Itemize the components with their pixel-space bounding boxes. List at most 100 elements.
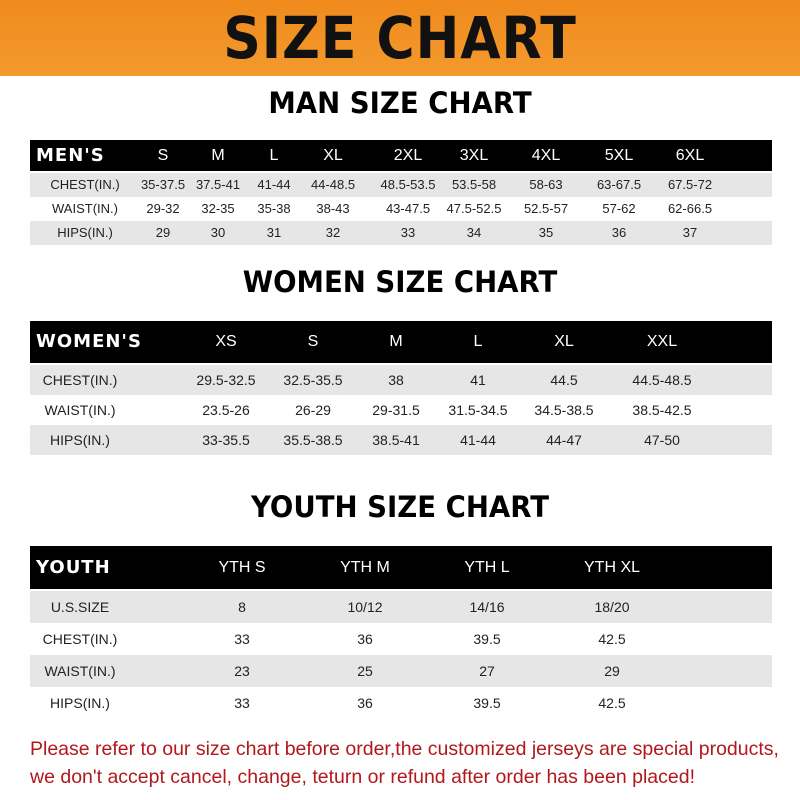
notice-line-2: we don't accept cancel, change, teturn o…: [30, 766, 695, 788]
table-cell: 33: [234, 695, 250, 711]
women-header-row: WOMEN'S XS S M L XL XXL: [30, 321, 772, 363]
table-cell: 35.5-38.5: [283, 432, 343, 448]
row-label: CHEST(IN.): [50, 177, 120, 192]
table-row: CHEST(IN.) 29.5-32.5 32.5-35.5 38 41 44.5 44.5…: [30, 365, 772, 395]
size-header: YTH M: [340, 559, 390, 576]
table-cell: 32.5-35.5: [283, 372, 343, 388]
table-cell: 34.5-38.5: [534, 402, 594, 418]
table-cell: 47.5-52.5: [446, 201, 502, 216]
table-row: WAIST(IN.) 23 25 27 29: [30, 655, 772, 687]
women-title: WOMEN SIZE CHART: [242, 265, 558, 299]
table-cell: 67.5-72: [667, 177, 713, 192]
size-header: M: [211, 147, 225, 164]
table-cell: 39.5: [473, 695, 501, 711]
size-header: L: [269, 147, 279, 164]
youth-size-table: YOUTH YTH S YTH M YTH L YTH XL U.S.SIZE 8 10/12…: [30, 546, 772, 719]
table-cell: 35: [538, 225, 554, 240]
table-row: HIPS(IN.) 33 36 39.5 42.5: [30, 687, 772, 719]
table-cell: 18/20: [594, 599, 630, 615]
women-header-label: WOMEN'S: [36, 331, 142, 352]
table-cell: 29-31.5: [372, 402, 420, 418]
size-header: YTH S: [218, 559, 266, 576]
row-label: WAIST(IN.): [52, 201, 118, 216]
table-cell: 33: [400, 225, 416, 240]
table-cell: 62-66.5: [667, 201, 713, 216]
table-cell: 36: [357, 631, 373, 647]
table-cell: 31.5-34.5: [448, 402, 508, 418]
table-cell: 10/12: [347, 599, 383, 615]
size-header: M: [389, 333, 403, 350]
table-cell: 38.5-42.5: [632, 402, 692, 418]
table-row: U.S.SIZE 8 10/12 14/16 18/20: [30, 591, 772, 623]
table-cell: 31: [266, 225, 282, 240]
table-cell: 44.5: [550, 372, 578, 388]
table-cell: 29: [604, 663, 620, 679]
row-label: HIPS(IN.): [50, 695, 110, 711]
table-cell: 35-38: [257, 201, 291, 216]
size-header: YTH XL: [583, 559, 641, 576]
table-cell: 41: [470, 372, 486, 388]
table-cell: 38-43: [316, 201, 350, 216]
size-header: XL: [554, 333, 574, 350]
table-cell: 29-32: [146, 201, 180, 216]
table-cell: 41-44: [257, 177, 291, 192]
size-header: YTH L: [464, 559, 510, 576]
table-cell: 42.5: [598, 695, 626, 711]
youth-title: YOUTH SIZE CHART: [250, 490, 550, 524]
table-cell: 44-47: [546, 432, 582, 448]
table-cell: 47-50: [644, 432, 680, 448]
size-header: 3XL: [459, 147, 489, 164]
table-cell: 43-47.5: [385, 201, 431, 216]
table-cell: 42.5: [598, 631, 626, 647]
order-notice: Please refer to our size chart before or…: [30, 735, 800, 791]
table-row: WAIST(IN.) 23.5-26 26-29 29-31.5 31.5-34.5 34…: [30, 395, 772, 425]
row-label: WAIST(IN.): [44, 402, 116, 418]
table-cell: 39.5: [473, 631, 501, 647]
table-cell: 35-37.5: [140, 177, 186, 192]
women-size-table: WOMEN'S XS S M L XL XXL CHEST(IN.) 29.5-32.5 32.5…: [30, 321, 772, 455]
size-header: L: [473, 333, 483, 350]
table-cell: 37: [682, 225, 698, 240]
table-cell: 44-48.5: [310, 177, 356, 192]
table-cell: 32: [325, 225, 341, 240]
table-cell: 27: [479, 663, 495, 679]
row-label: CHEST(IN.): [42, 631, 118, 647]
table-cell: 25: [357, 663, 373, 679]
row-label: HIPS(IN.): [57, 225, 113, 240]
size-header: S: [307, 333, 319, 350]
table-cell: 36: [357, 695, 373, 711]
table-cell: 29: [155, 225, 171, 240]
row-label: HIPS(IN.): [50, 432, 110, 448]
size-header: 5XL: [604, 147, 634, 164]
size-header: XS: [215, 333, 237, 350]
table-cell: 52.5-57: [523, 201, 569, 216]
youth-header-label: YOUTH: [36, 557, 111, 578]
table-cell: 32-35: [201, 201, 235, 216]
size-header: 4XL: [531, 147, 561, 164]
table-cell: 30: [210, 225, 226, 240]
men-size-table: MEN'S S M L XL 2XL 3XL 4XL 5XL 6XL CHEST(IN.) 35-37…: [30, 140, 772, 245]
table-cell: 33-35.5: [202, 432, 250, 448]
table-cell: 23.5-26: [202, 402, 250, 418]
table-cell: 63-67.5: [596, 177, 642, 192]
size-header: XXL: [646, 333, 678, 350]
table-cell: 57-62: [602, 201, 636, 216]
header-banner: SIZE CHART: [0, 0, 800, 76]
table-cell: 38: [388, 372, 404, 388]
size-header: 6XL: [675, 147, 705, 164]
table-cell: 8: [238, 599, 246, 615]
table-cell: 37.5-41: [195, 177, 241, 192]
youth-header-row: YOUTH YTH S YTH M YTH L YTH XL: [30, 546, 772, 589]
notice-line-1: Please refer to our size chart before or…: [30, 738, 779, 760]
men-title: MAN SIZE CHART: [268, 86, 532, 120]
table-cell: 44.5-48.5: [632, 372, 692, 388]
table-cell: 23: [234, 663, 250, 679]
page-title: SIZE CHART: [223, 4, 577, 72]
table-cell: 38.5-41: [372, 432, 420, 448]
table-row: CHEST(IN.) 33 36 39.5 42.5: [30, 623, 772, 655]
table-cell: 41-44: [460, 432, 496, 448]
men-header-label: MEN'S: [36, 145, 105, 166]
table-row: HIPS(IN.) 29 30 31 32 33 34 35 36 37: [30, 221, 772, 245]
size-header: S: [157, 147, 169, 164]
size-header: 2XL: [393, 147, 423, 164]
